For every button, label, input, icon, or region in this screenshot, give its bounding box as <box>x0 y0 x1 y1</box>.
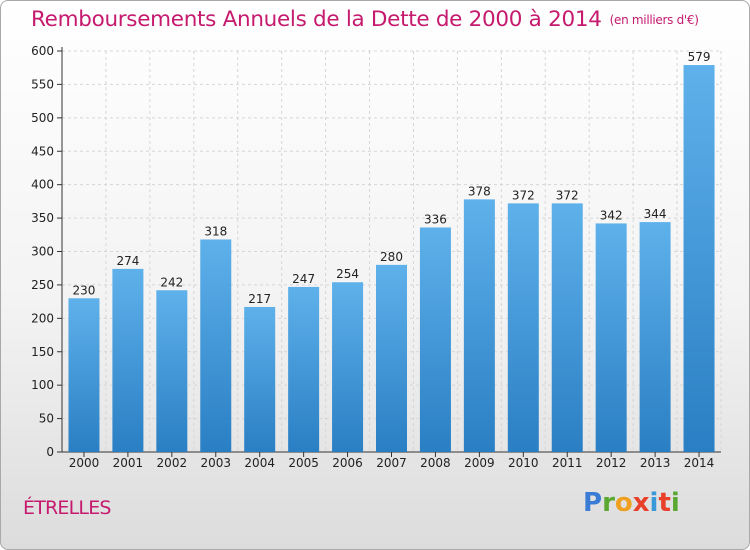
x-tick-label-2000: 2000 <box>69 456 100 470</box>
bar-2005 <box>288 286 320 452</box>
bar-2008 <box>419 227 451 452</box>
bar-2009 <box>463 199 495 452</box>
bar-2004 <box>244 306 276 452</box>
y-tick-label: 350 <box>31 211 54 225</box>
bar-2014 <box>683 65 715 452</box>
x-tick-label-2007: 2007 <box>376 456 407 470</box>
value-label-2004: 217 <box>248 292 271 306</box>
x-tick-label-2004: 2004 <box>244 456 275 470</box>
commune-name: ÉTRELLES <box>23 497 111 519</box>
y-tick-label: 600 <box>31 44 54 58</box>
value-label-2012: 342 <box>600 208 623 222</box>
value-label-2003: 318 <box>204 224 227 238</box>
bar-2000 <box>68 298 100 452</box>
value-label-2008: 336 <box>424 212 447 226</box>
bar-2002 <box>156 290 188 452</box>
bar-2003 <box>200 239 232 452</box>
bar-2012 <box>595 223 627 452</box>
y-tick-label: 450 <box>31 144 54 158</box>
x-tick-label-2009: 2009 <box>464 456 495 470</box>
value-label-2014: 579 <box>688 50 711 64</box>
x-tick-label-2006: 2006 <box>332 456 363 470</box>
chart-title: Remboursements Annuels de la Dette de 20… <box>31 7 699 32</box>
y-tick-label: 100 <box>31 378 54 392</box>
y-tick-label: 0 <box>46 445 54 459</box>
x-tick-label-2010: 2010 <box>508 456 539 470</box>
value-label-2005: 247 <box>292 272 315 286</box>
value-label-2006: 254 <box>336 267 359 281</box>
bar-2010 <box>507 203 539 452</box>
value-label-2007: 280 <box>380 250 403 264</box>
value-label-2011: 372 <box>556 188 579 202</box>
bar-2001 <box>112 268 144 452</box>
bar-2011 <box>551 203 583 452</box>
x-tick-label-2003: 2003 <box>200 456 231 470</box>
x-tick-label-2001: 2001 <box>113 456 144 470</box>
x-tick-label-2011: 2011 <box>552 456 583 470</box>
bar-2007 <box>376 264 407 452</box>
y-tick-label: 550 <box>31 77 54 91</box>
proxiti-logo[interactable]: Proxiti <box>583 488 680 518</box>
y-tick-label: 250 <box>31 278 54 292</box>
x-tick-label-2013: 2013 <box>640 456 671 470</box>
value-label-2010: 372 <box>512 188 535 202</box>
x-tick-label-2008: 2008 <box>420 456 451 470</box>
x-tick-label-2012: 2012 <box>596 456 627 470</box>
y-tick-label: 300 <box>31 245 54 259</box>
x-tick-label-2005: 2005 <box>288 456 319 470</box>
y-tick-label: 150 <box>31 345 54 359</box>
value-label-2001: 274 <box>116 254 139 268</box>
value-label-2009: 378 <box>468 184 491 198</box>
bar-2013 <box>639 222 671 452</box>
value-label-2013: 344 <box>644 207 667 221</box>
value-label-2002: 242 <box>160 275 183 289</box>
x-tick-label-2002: 2002 <box>157 456 188 470</box>
x-tick-label-2014: 2014 <box>684 456 715 470</box>
y-tick-label: 200 <box>31 311 54 325</box>
bar-2006 <box>332 282 364 452</box>
y-tick-label: 50 <box>39 412 54 426</box>
y-tick-label: 500 <box>31 111 54 125</box>
value-label-2000: 230 <box>73 283 96 297</box>
chart-unit: (en milliers d'€) <box>609 13 699 27</box>
y-tick-label: 400 <box>31 178 54 192</box>
